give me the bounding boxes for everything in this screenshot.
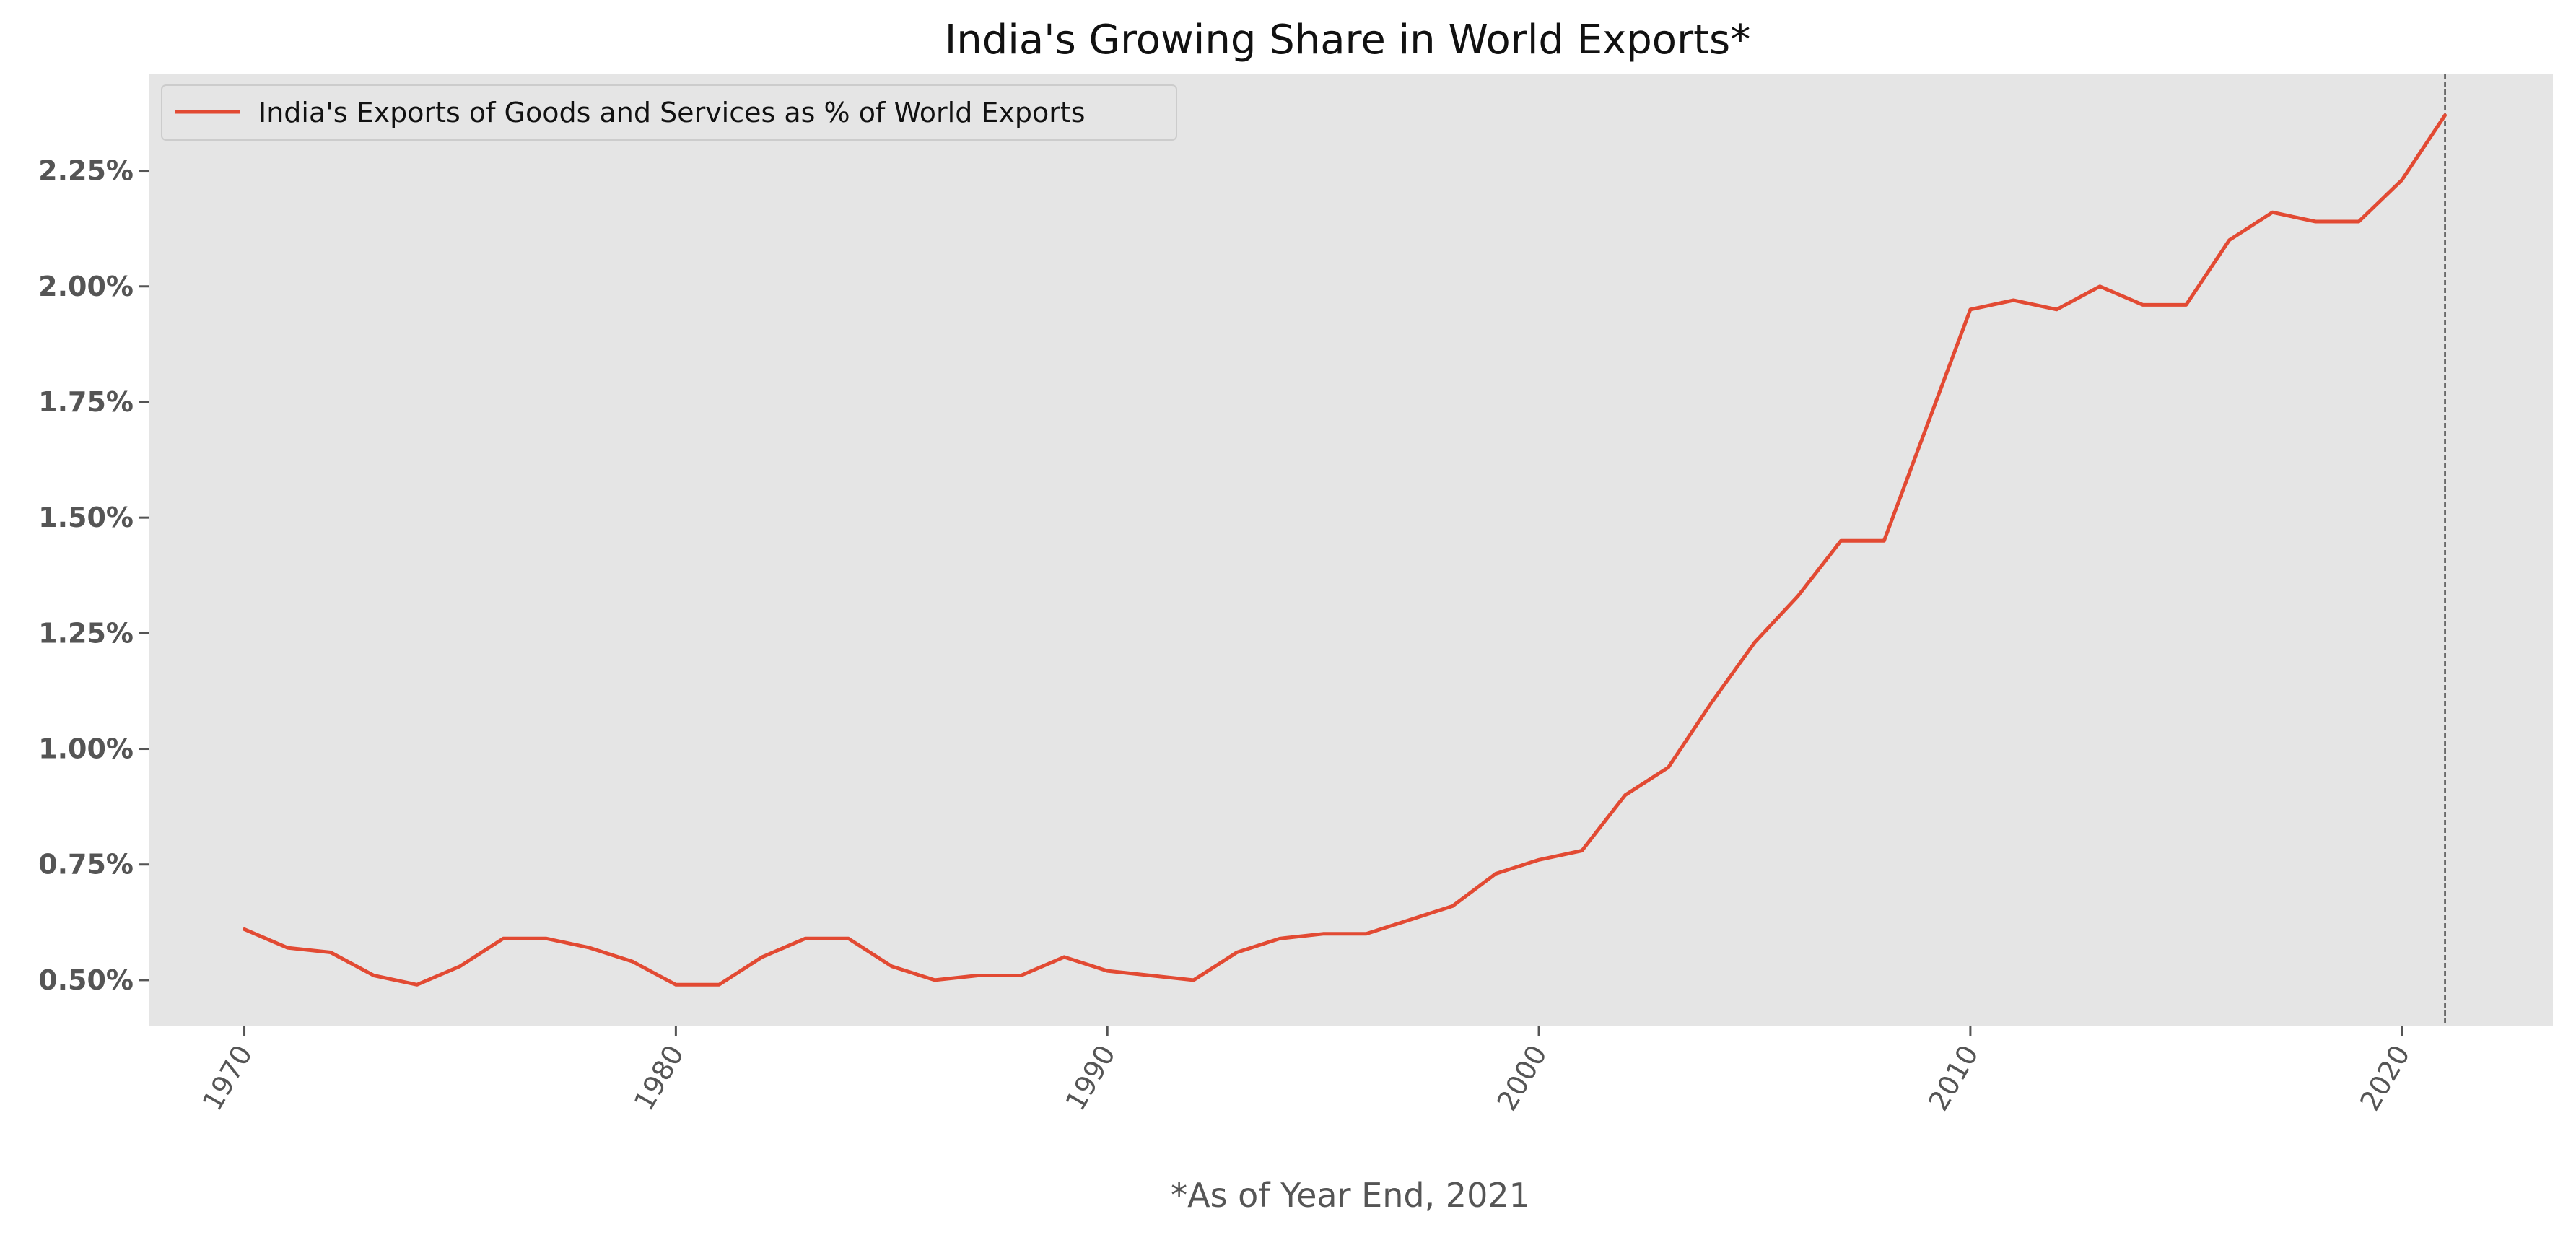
y-axis: 0.50% 0.75% 1.00% 1.25% 1.50% 1.75% 2.00% 2.25% — [38, 155, 149, 996]
x-tick-label: 2020 — [2354, 1040, 2416, 1117]
series-line — [243, 113, 2447, 987]
plot-area — [149, 74, 2553, 1026]
y-tick-label: 1.75% — [38, 386, 134, 418]
x-tick-label: 1970 — [196, 1040, 258, 1117]
legend[interactable]: India's Exports of Goods and Services as… — [161, 84, 1177, 141]
series-layer — [243, 113, 2447, 987]
y-tick-label: 0.50% — [38, 964, 134, 996]
y-tick-label: 1.00% — [38, 733, 134, 765]
x-axis: 1970 1980 1990 2000 2010 2020 — [196, 1026, 2416, 1116]
y-tick-label: 0.75% — [38, 849, 134, 881]
legend-box — [161, 84, 1177, 141]
x-tick-label: 2010 — [1922, 1040, 1984, 1117]
y-tick-label: 1.25% — [38, 617, 134, 649]
y-tick-label: 2.00% — [38, 271, 134, 302]
chart-title: India's Growing Share in World Exports* — [945, 17, 1750, 64]
y-tick-label: 1.50% — [38, 502, 134, 533]
y-tick-label: 2.25% — [38, 155, 134, 187]
x-tick-label: 2000 — [1490, 1040, 1553, 1117]
legend-label: India's Exports of Goods and Services as… — [258, 97, 1086, 128]
x-tick-label: 1990 — [1060, 1040, 1122, 1117]
x-tick-label: 1980 — [628, 1040, 690, 1117]
x-axis-label: *As of Year End, 2021 — [1171, 1176, 1530, 1215]
